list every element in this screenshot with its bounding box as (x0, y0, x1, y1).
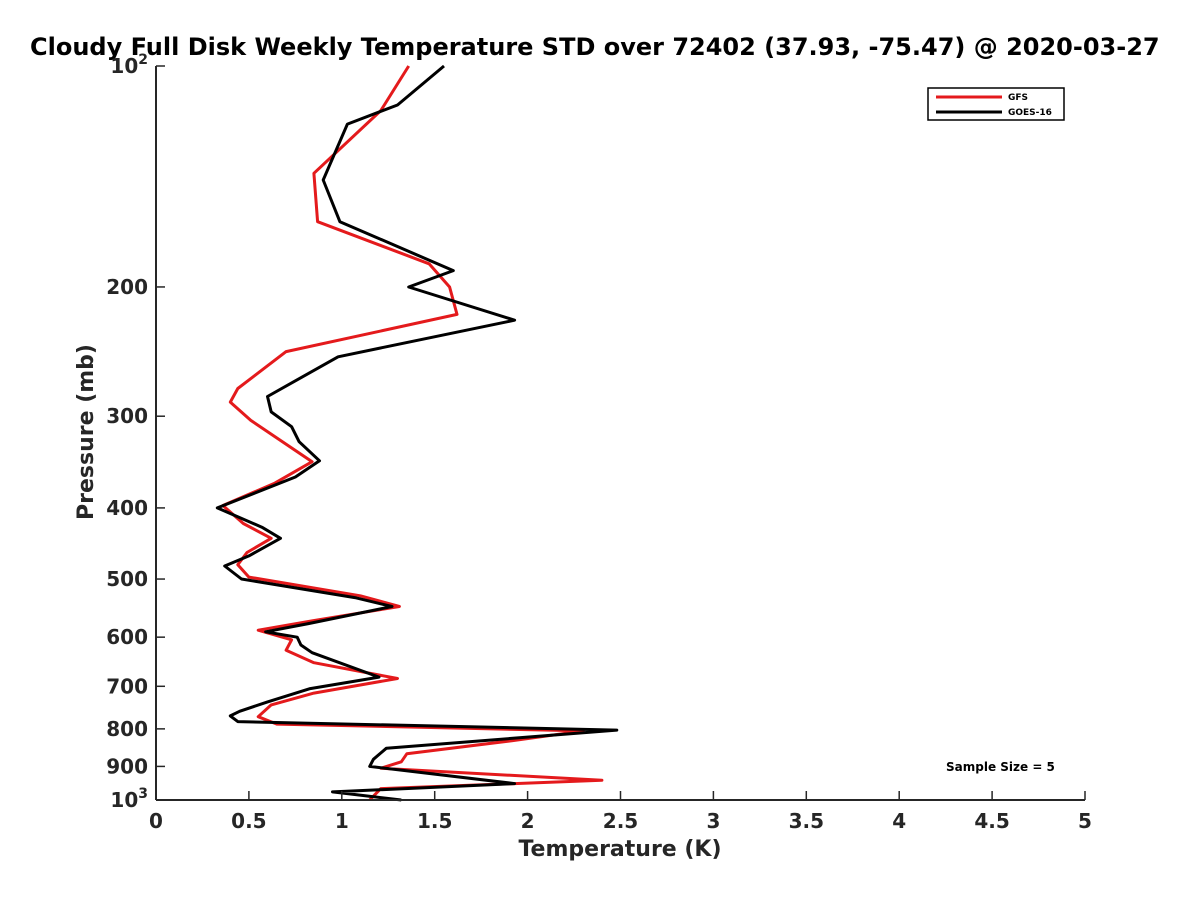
x-tick-label: 3.5 (789, 809, 824, 833)
series-line-gfs (221, 65, 604, 802)
x-tick-label: 1.5 (417, 809, 452, 833)
x-tick-label: 3 (706, 809, 720, 833)
x-tick-label: 5 (1078, 809, 1092, 833)
legend: GFS GOES-16 (927, 87, 1065, 121)
y-axis-label: Pressure (mb) (74, 344, 99, 520)
y-axis: 102 200 300 400 500 600 700 800 900 103 (106, 52, 165, 812)
legend-box (927, 87, 1065, 121)
x-axis-label: Temperature (K) (518, 837, 721, 862)
chart-title: Cloudy Full Disk Weekly Temperature STD … (30, 33, 1160, 61)
plot-area (215, 64, 619, 802)
y-tick-label: 300 (106, 404, 148, 428)
y-tick-label: 800 (106, 717, 148, 741)
legend-label: GFS (1008, 93, 1028, 103)
x-tick-label: 0 (149, 809, 163, 833)
sample-size-annotation: Sample Size = 5 (946, 760, 1055, 774)
legend-label: GOES-16 (1008, 108, 1052, 118)
y-tick-label: 102 (110, 52, 148, 78)
x-axis: 0 0.5 1 1.5 2 2.5 3 3.5 4 4.5 5 (149, 791, 1092, 833)
x-tick-label: 0.5 (231, 809, 266, 833)
y-tick-label: 200 (106, 275, 148, 299)
y-tick-label: 600 (106, 625, 148, 649)
x-tick-label: 2 (521, 809, 535, 833)
y-tick-label: 700 (106, 674, 148, 698)
y-tick-label: 900 (106, 754, 148, 778)
x-tick-label: 4.5 (974, 809, 1009, 833)
y-tick-label: 400 (106, 496, 148, 520)
x-tick-label: 4 (892, 809, 906, 833)
x-tick-label: 1 (335, 809, 349, 833)
y-tick-label: 103 (110, 786, 148, 812)
series-line-goes-16 (215, 64, 619, 802)
y-tick-label: 500 (106, 567, 148, 591)
x-tick-label: 2.5 (603, 809, 638, 833)
